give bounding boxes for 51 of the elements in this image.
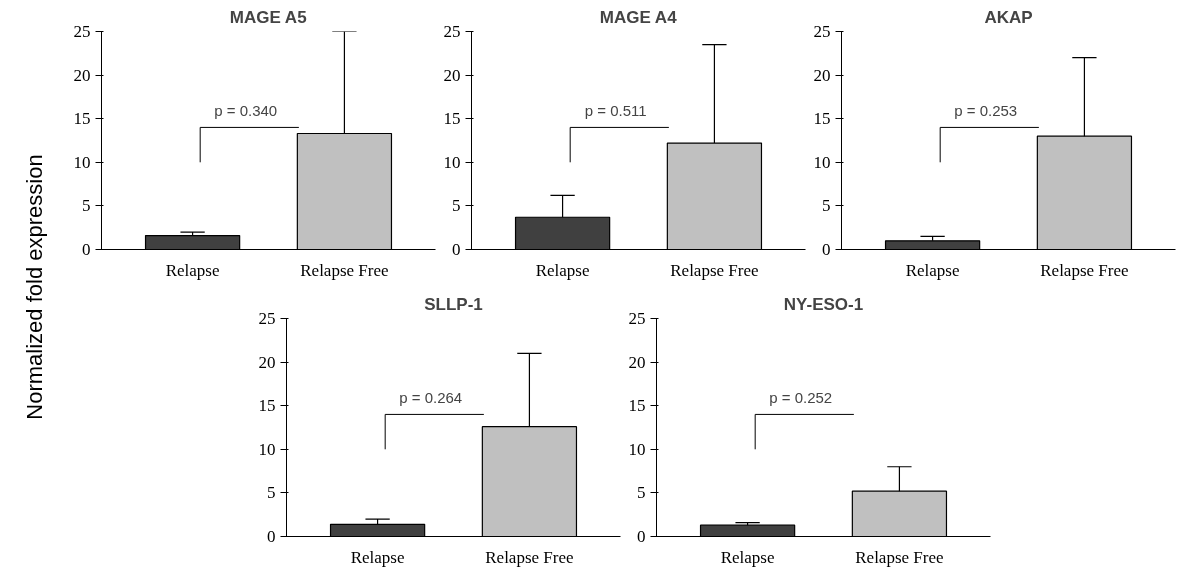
- annotation: p = 0.252: [769, 388, 833, 406]
- y-tick-label: 20: [628, 352, 646, 372]
- x-tick-label: Relapse Free: [855, 547, 944, 567]
- x-tick-label: Relapse: [535, 260, 590, 280]
- x-tick-label: Relapse Free: [1040, 260, 1129, 280]
- y-tick-label: 25: [443, 22, 461, 41]
- annotation: p = 0.253: [954, 101, 1018, 119]
- x-tick-label: Relapse: [165, 260, 220, 280]
- x-tick-label: Relapse Free: [485, 547, 574, 567]
- x-tick-label: Relapse: [720, 547, 775, 567]
- y-tick-label: 10: [73, 152, 91, 172]
- annotation: p = 0.264: [399, 388, 463, 406]
- x-tick-label: Relapse: [905, 260, 960, 280]
- y-tick-label: 15: [258, 396, 276, 416]
- y-tick-label: 5: [452, 196, 461, 216]
- y-tick-label: 15: [443, 109, 461, 129]
- y-tick-label: 25: [628, 309, 646, 328]
- y-tick-label: 25: [813, 22, 831, 41]
- annotation: p = 0.511: [584, 101, 647, 119]
- y-axis-title: Normalized fold expression: [21, 154, 49, 420]
- y-tick-label: 15: [628, 396, 646, 416]
- y-tick-label: 15: [73, 109, 91, 129]
- y-tick-label: 15: [813, 109, 831, 129]
- x-tick-label: Relapse Free: [300, 260, 389, 280]
- y-tick-label: 0: [637, 527, 646, 546]
- y-tick-label: 5: [637, 483, 646, 503]
- y-tick-label: 5: [267, 483, 276, 503]
- chart-title: MAGE A5: [229, 7, 307, 27]
- annotation: p = 0.340: [214, 101, 278, 119]
- y-tick-label: 10: [258, 439, 276, 459]
- y-tick-label: 20: [73, 65, 91, 85]
- chart-title: SLLP-1: [424, 294, 483, 314]
- y-tick-label: 25: [73, 22, 91, 41]
- y-tick-label: 25: [258, 309, 276, 328]
- y-tick-label: 20: [258, 352, 276, 372]
- chart-title: AKAP: [984, 7, 1033, 27]
- chart-title: NY-ESO-1: [783, 294, 864, 314]
- y-tick-label: 0: [452, 240, 461, 259]
- y-tick-label: 0: [267, 527, 276, 546]
- x-tick-label: Relapse: [350, 547, 405, 567]
- x-tick-label: Relapse Free: [670, 260, 759, 280]
- y-tick-label: 10: [628, 439, 646, 459]
- y-tick-label: 20: [443, 65, 461, 85]
- y-tick-label: 20: [813, 65, 831, 85]
- y-tick-label: 0: [82, 240, 91, 259]
- chart-title: MAGE A4: [599, 7, 678, 27]
- y-tick-label: 5: [822, 196, 831, 216]
- y-tick-label: 0: [822, 240, 831, 259]
- y-tick-label: 5: [82, 196, 91, 216]
- y-tick-label: 10: [813, 152, 831, 172]
- y-tick-label: 10: [443, 152, 461, 172]
